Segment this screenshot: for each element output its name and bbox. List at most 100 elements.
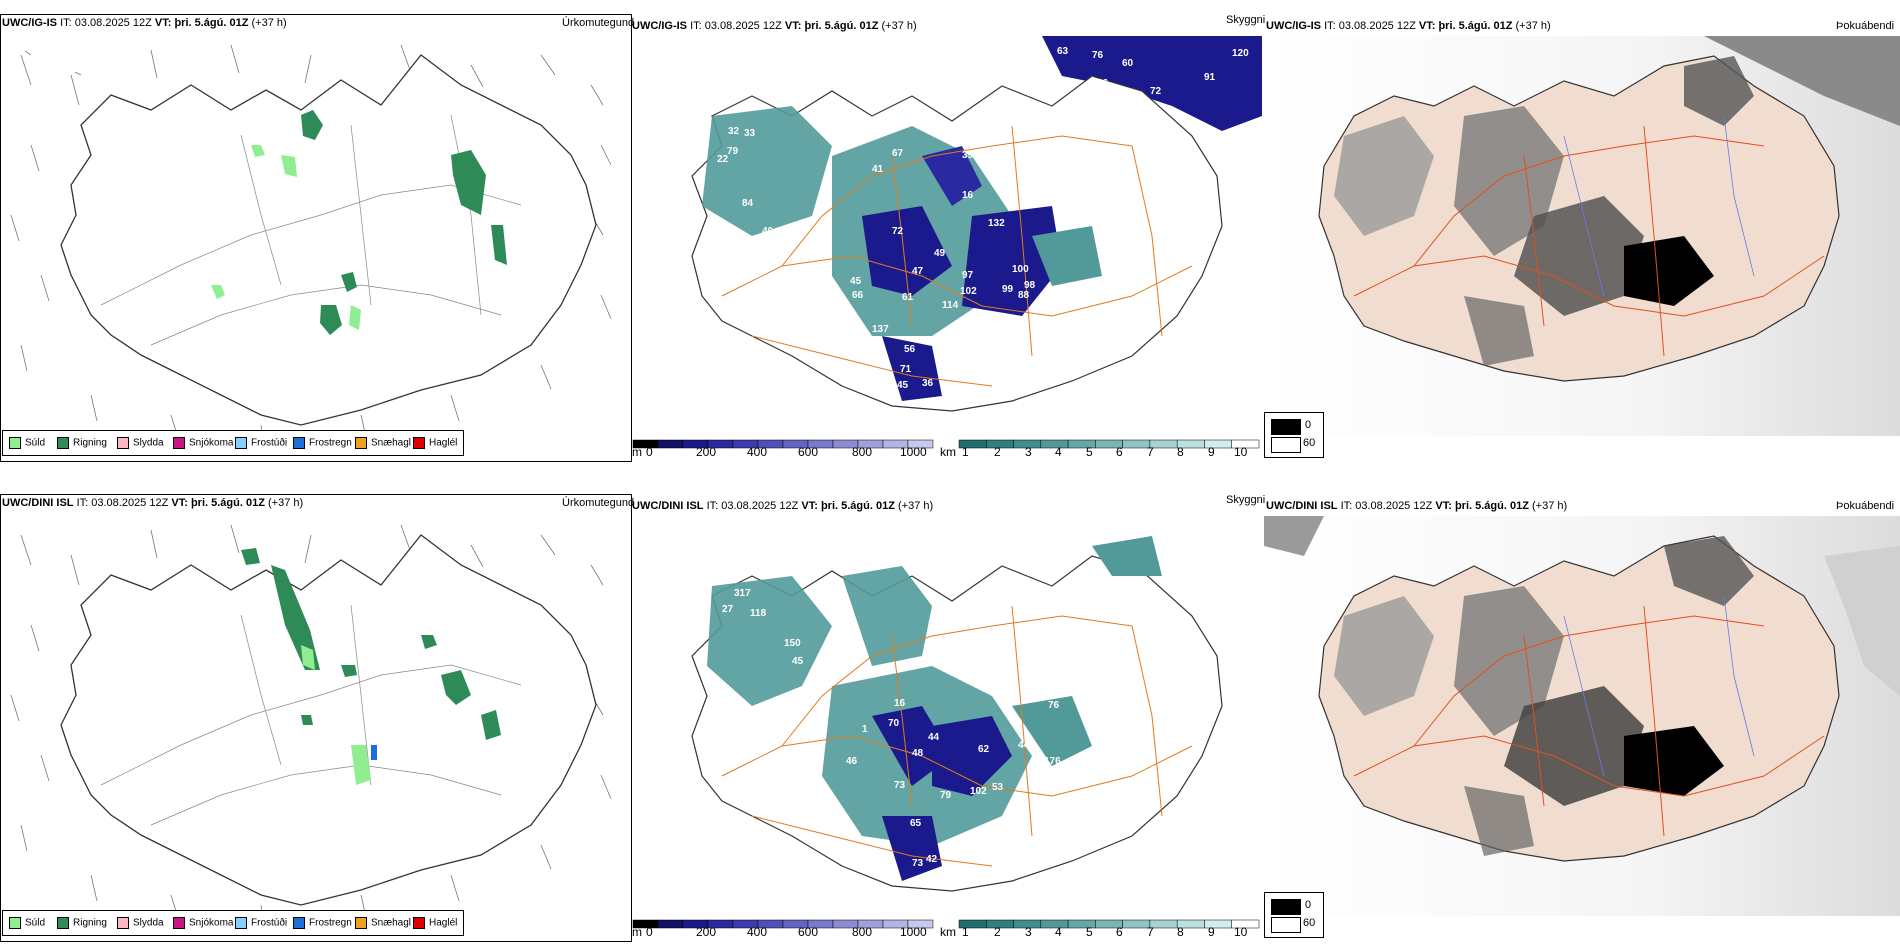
legend-swatch — [57, 917, 69, 929]
it-label: IT: — [706, 500, 719, 512]
map-label: 118 — [750, 608, 767, 619]
map-label: 66 — [852, 290, 864, 301]
map-label: 16 — [962, 190, 974, 201]
legend-swatch — [355, 917, 367, 929]
map-label: 88 — [1018, 290, 1030, 301]
map-label: 120 — [1232, 48, 1249, 59]
vt-value: þri. 5.ágú. 01Z — [190, 497, 265, 509]
ceiling-tick-label: 400 — [747, 925, 768, 939]
panel-title-precip-type: Úrkomutegund — [562, 497, 635, 509]
roads — [721, 125, 1193, 387]
wind-barbs — [10, 44, 612, 452]
ceiling-tick-label: 800 — [852, 925, 873, 939]
fog-ocean-shade — [1704, 36, 1900, 126]
colorbar-segment — [657, 439, 684, 449]
map-label: 73 — [912, 858, 924, 869]
roads — [100, 604, 522, 826]
map-label: 79 — [727, 146, 739, 157]
legend-item: Súld — [9, 437, 45, 449]
ceiling-tick-label: 800 — [852, 445, 873, 459]
legend-label: Súld — [25, 437, 46, 449]
map-label: 63 — [752, 560, 764, 571]
legend-swatch — [173, 917, 185, 929]
it-value: 03.08.2025 12Z — [721, 500, 799, 512]
visibility-tick-label: 2 — [994, 445, 1001, 459]
map-label: 176 — [1044, 756, 1061, 767]
lead-time: (+37 h) — [267, 497, 304, 509]
visibility-tick-label: 7 — [1147, 925, 1154, 939]
ceiling-tick-label: 200 — [696, 925, 717, 939]
map-label: 63 — [1057, 46, 1069, 57]
map-label: 10 — [928, 114, 940, 125]
precip-legend-row2: Súld Rigning Slydda Snjókoma Frostúði Fr… — [2, 910, 464, 936]
ceiling-tick-label: 200 — [696, 445, 717, 459]
fog-map-svg — [1264, 36, 1900, 436]
colorbar-segment — [1122, 919, 1151, 929]
fog-legend-label: 0 — [1305, 899, 1312, 911]
ceiling-colorbar-svg — [632, 439, 934, 449]
legend-label: Rigning — [73, 437, 107, 449]
vt-value: þri. 5.ágú. 01Z — [820, 500, 895, 512]
legend-label: Haglél — [429, 917, 458, 929]
colorbar-segment — [657, 919, 684, 929]
precip-type-map-row2 — [0, 494, 632, 942]
visibility-colorbar-row1 — [958, 436, 1260, 458]
roads — [100, 114, 522, 346]
ceiling-colorbar-svg — [632, 919, 934, 929]
legend-label: Súld — [25, 917, 46, 929]
vt-label: VT: — [154, 17, 172, 29]
visibility-bar-segments — [958, 439, 1260, 449]
precip-legend-row1: Súld Rigning Slydda Snjókoma Frostúði Fr… — [2, 430, 464, 456]
fog-map-row2 — [1264, 516, 1900, 916]
map-label: 53 — [992, 782, 1004, 793]
fog-legend-row1: 0 60 — [1264, 412, 1324, 458]
legend-swatch — [117, 437, 129, 449]
map-label: 137 — [872, 324, 889, 335]
fog-map-row1 — [1264, 36, 1900, 436]
panel-title-fog: Þokuábendi — [1836, 500, 1895, 512]
map-label: 42 — [926, 854, 938, 865]
cloud-map-row2: 63 317 27 118 150 45 97 90 50 69 16 70 4… — [632, 516, 1262, 916]
visibility-tick-label: 5 — [1086, 925, 1093, 939]
map-label: 44 — [928, 732, 940, 743]
ceiling-unit-label: m — [632, 925, 642, 939]
map-label: 100 — [1012, 264, 1029, 275]
ceiling-labels: 63 76 60 120 66 72 91 33 32 79 22 84 40 … — [717, 46, 1249, 391]
ceiling-tick-label: 1000 — [900, 445, 927, 459]
legend-swatch — [173, 437, 185, 449]
it-value: 03.08.2025 12Z — [704, 20, 782, 32]
legend-item: Frostúði — [235, 437, 287, 449]
map-label: 76 — [1048, 700, 1060, 711]
map-label: 27 — [722, 604, 734, 615]
map-label: 73 — [894, 780, 906, 791]
map-label: 65 — [910, 818, 922, 829]
map-label: 97 — [812, 670, 824, 681]
fog-legend-swatch — [1271, 917, 1301, 933]
cloud-map-svg: 63 317 27 118 150 45 97 90 50 69 16 70 4… — [691, 536, 1223, 892]
visibility-tick-label: 5 — [1086, 445, 1093, 459]
ceiling-tick-label: 1000 — [900, 925, 927, 939]
it-label: IT: — [1324, 20, 1336, 32]
legend-swatch — [235, 917, 247, 929]
lead-time: (+37 h) — [1531, 500, 1568, 512]
panel-header-cloud-row1: UWC/IG-IS IT: 03.08.2025 12Z VT: þri. 5.… — [632, 20, 917, 32]
visibility-tick-label: 6 — [1116, 445, 1123, 459]
legend-swatch — [235, 437, 247, 449]
ceiling-tick-label: 600 — [798, 925, 819, 939]
legend-swatch — [355, 437, 367, 449]
visibility-tick-label: 9 — [1208, 925, 1215, 939]
legend-item: Slydda — [117, 917, 164, 929]
map-label: 79 — [940, 790, 952, 801]
it-label: IT: — [690, 20, 702, 32]
legend-label: Haglél — [429, 437, 458, 449]
map-label: 49 — [934, 248, 946, 259]
map-label: 61 — [902, 292, 914, 303]
it-value: 03.08.2025 12Z — [1355, 500, 1433, 512]
lead-time: (+37 h) — [897, 500, 934, 512]
map-label: 67 — [892, 148, 904, 159]
vt-label: VT: — [1435, 500, 1452, 512]
map-label: 45 — [897, 380, 909, 391]
map-label: 22 — [717, 154, 729, 165]
rivers — [1563, 595, 1755, 777]
fog-map-svg — [1264, 516, 1900, 916]
